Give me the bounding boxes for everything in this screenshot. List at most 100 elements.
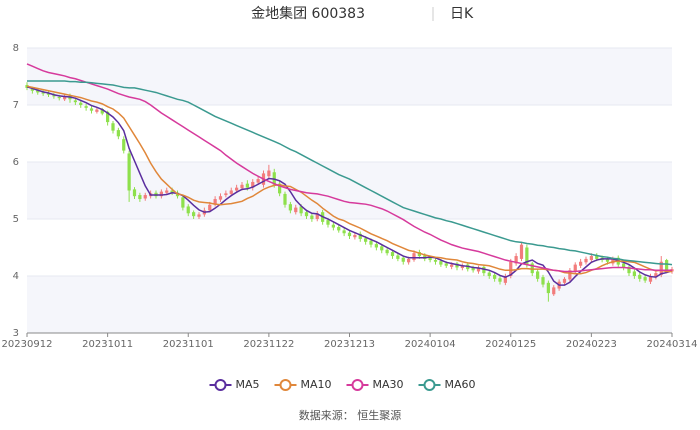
candle-body (428, 257, 432, 261)
candle-body (224, 193, 228, 196)
candle-body (476, 267, 481, 272)
candle-body (197, 214, 201, 217)
legend-marker (214, 379, 227, 391)
candle-body (245, 183, 249, 188)
candle-body (283, 193, 287, 205)
candle-body (514, 256, 518, 264)
candle-body (519, 244, 524, 259)
candle-body (643, 277, 647, 281)
candle-body (278, 183, 282, 194)
candle-body (331, 224, 335, 228)
legend-label: MA30 (373, 378, 404, 391)
y-tick-label: 8 (13, 43, 19, 54)
candle-body (111, 123, 115, 131)
ma-line (26, 85, 672, 275)
candle-body (412, 253, 416, 261)
split-area (27, 276, 672, 333)
candle-body (127, 153, 131, 191)
candle-body (138, 195, 142, 200)
candle-body (605, 258, 610, 262)
candle-body (552, 287, 556, 295)
candle-body (288, 204, 292, 211)
candle-body (165, 190, 169, 193)
candle-body (89, 108, 94, 111)
y-tick-label: 3 (13, 328, 19, 339)
candle-body (665, 260, 669, 271)
candle-body (407, 258, 411, 263)
candle-body (186, 206, 190, 214)
x-tick-label: 20240314 (647, 339, 698, 350)
candle-body (353, 234, 357, 238)
candle-body (433, 260, 438, 262)
candle-body (568, 270, 572, 280)
candle-body (417, 252, 421, 257)
candle-body (374, 244, 378, 248)
candle-body (380, 246, 384, 251)
candle-body (509, 261, 513, 276)
candle-body (304, 212, 309, 217)
candle-body (546, 282, 550, 294)
candle-body (364, 238, 368, 242)
candle-body (541, 277, 545, 285)
candle-body (584, 258, 588, 263)
candle-body (482, 266, 486, 274)
candle-body (487, 272, 491, 276)
candle-body (57, 97, 61, 99)
candle-body (218, 196, 223, 200)
candle-body (455, 263, 459, 268)
candle-body (116, 130, 120, 137)
legend-label: MA5 (236, 378, 260, 391)
candle-body (106, 111, 110, 123)
y-tick-label: 6 (13, 157, 19, 168)
candle-body (648, 276, 653, 282)
candle-body (460, 265, 464, 269)
candle-body (573, 264, 577, 272)
candle-body (159, 191, 163, 197)
candle-body (100, 108, 104, 114)
x-tick-label: 20240104 (405, 339, 456, 350)
legend-label: MA60 (445, 378, 476, 391)
candle-body (493, 274, 497, 279)
chart-title: 金地集团 600383 (251, 5, 365, 22)
candle-body (369, 240, 373, 245)
candle-body (385, 249, 389, 254)
candle-body (299, 206, 303, 214)
x-tick-label: 20231122 (243, 339, 294, 350)
legend-marker (351, 379, 364, 391)
candle-body (95, 109, 99, 112)
candle-body (632, 271, 636, 276)
candle-body (251, 181, 255, 188)
candle-body (41, 92, 45, 94)
x-tick-label: 20230912 (2, 339, 53, 350)
candle-body (401, 257, 405, 262)
candle-body (213, 199, 217, 205)
candle-body (84, 106, 88, 108)
candle-body (267, 170, 271, 177)
candle-body (627, 266, 631, 274)
split-area (27, 162, 672, 219)
candle-body (444, 263, 448, 266)
candle-body (337, 226, 341, 231)
candle-body (525, 247, 529, 265)
candle-body (315, 213, 319, 219)
candle-body (46, 93, 51, 95)
candle-body (326, 220, 330, 225)
candle-body (347, 232, 352, 237)
candle-body (143, 195, 147, 199)
candle-body (471, 268, 475, 271)
source-note: 数据来源： 恒生聚源 (299, 408, 402, 422)
candle-body (235, 187, 239, 191)
candle-body (294, 207, 298, 213)
candle-body (52, 95, 56, 97)
candle-body (396, 255, 400, 259)
candle-body (503, 276, 507, 283)
x-tick-label: 20231011 (82, 339, 133, 350)
candle-body (342, 230, 346, 234)
candle-body (63, 96, 67, 100)
x-tick-label: 20231213 (324, 339, 375, 350)
candle-body (310, 215, 314, 219)
candle-body (562, 278, 567, 283)
y-tick-label: 7 (13, 100, 19, 111)
candle-body (181, 197, 185, 208)
ma-line (27, 80, 673, 266)
